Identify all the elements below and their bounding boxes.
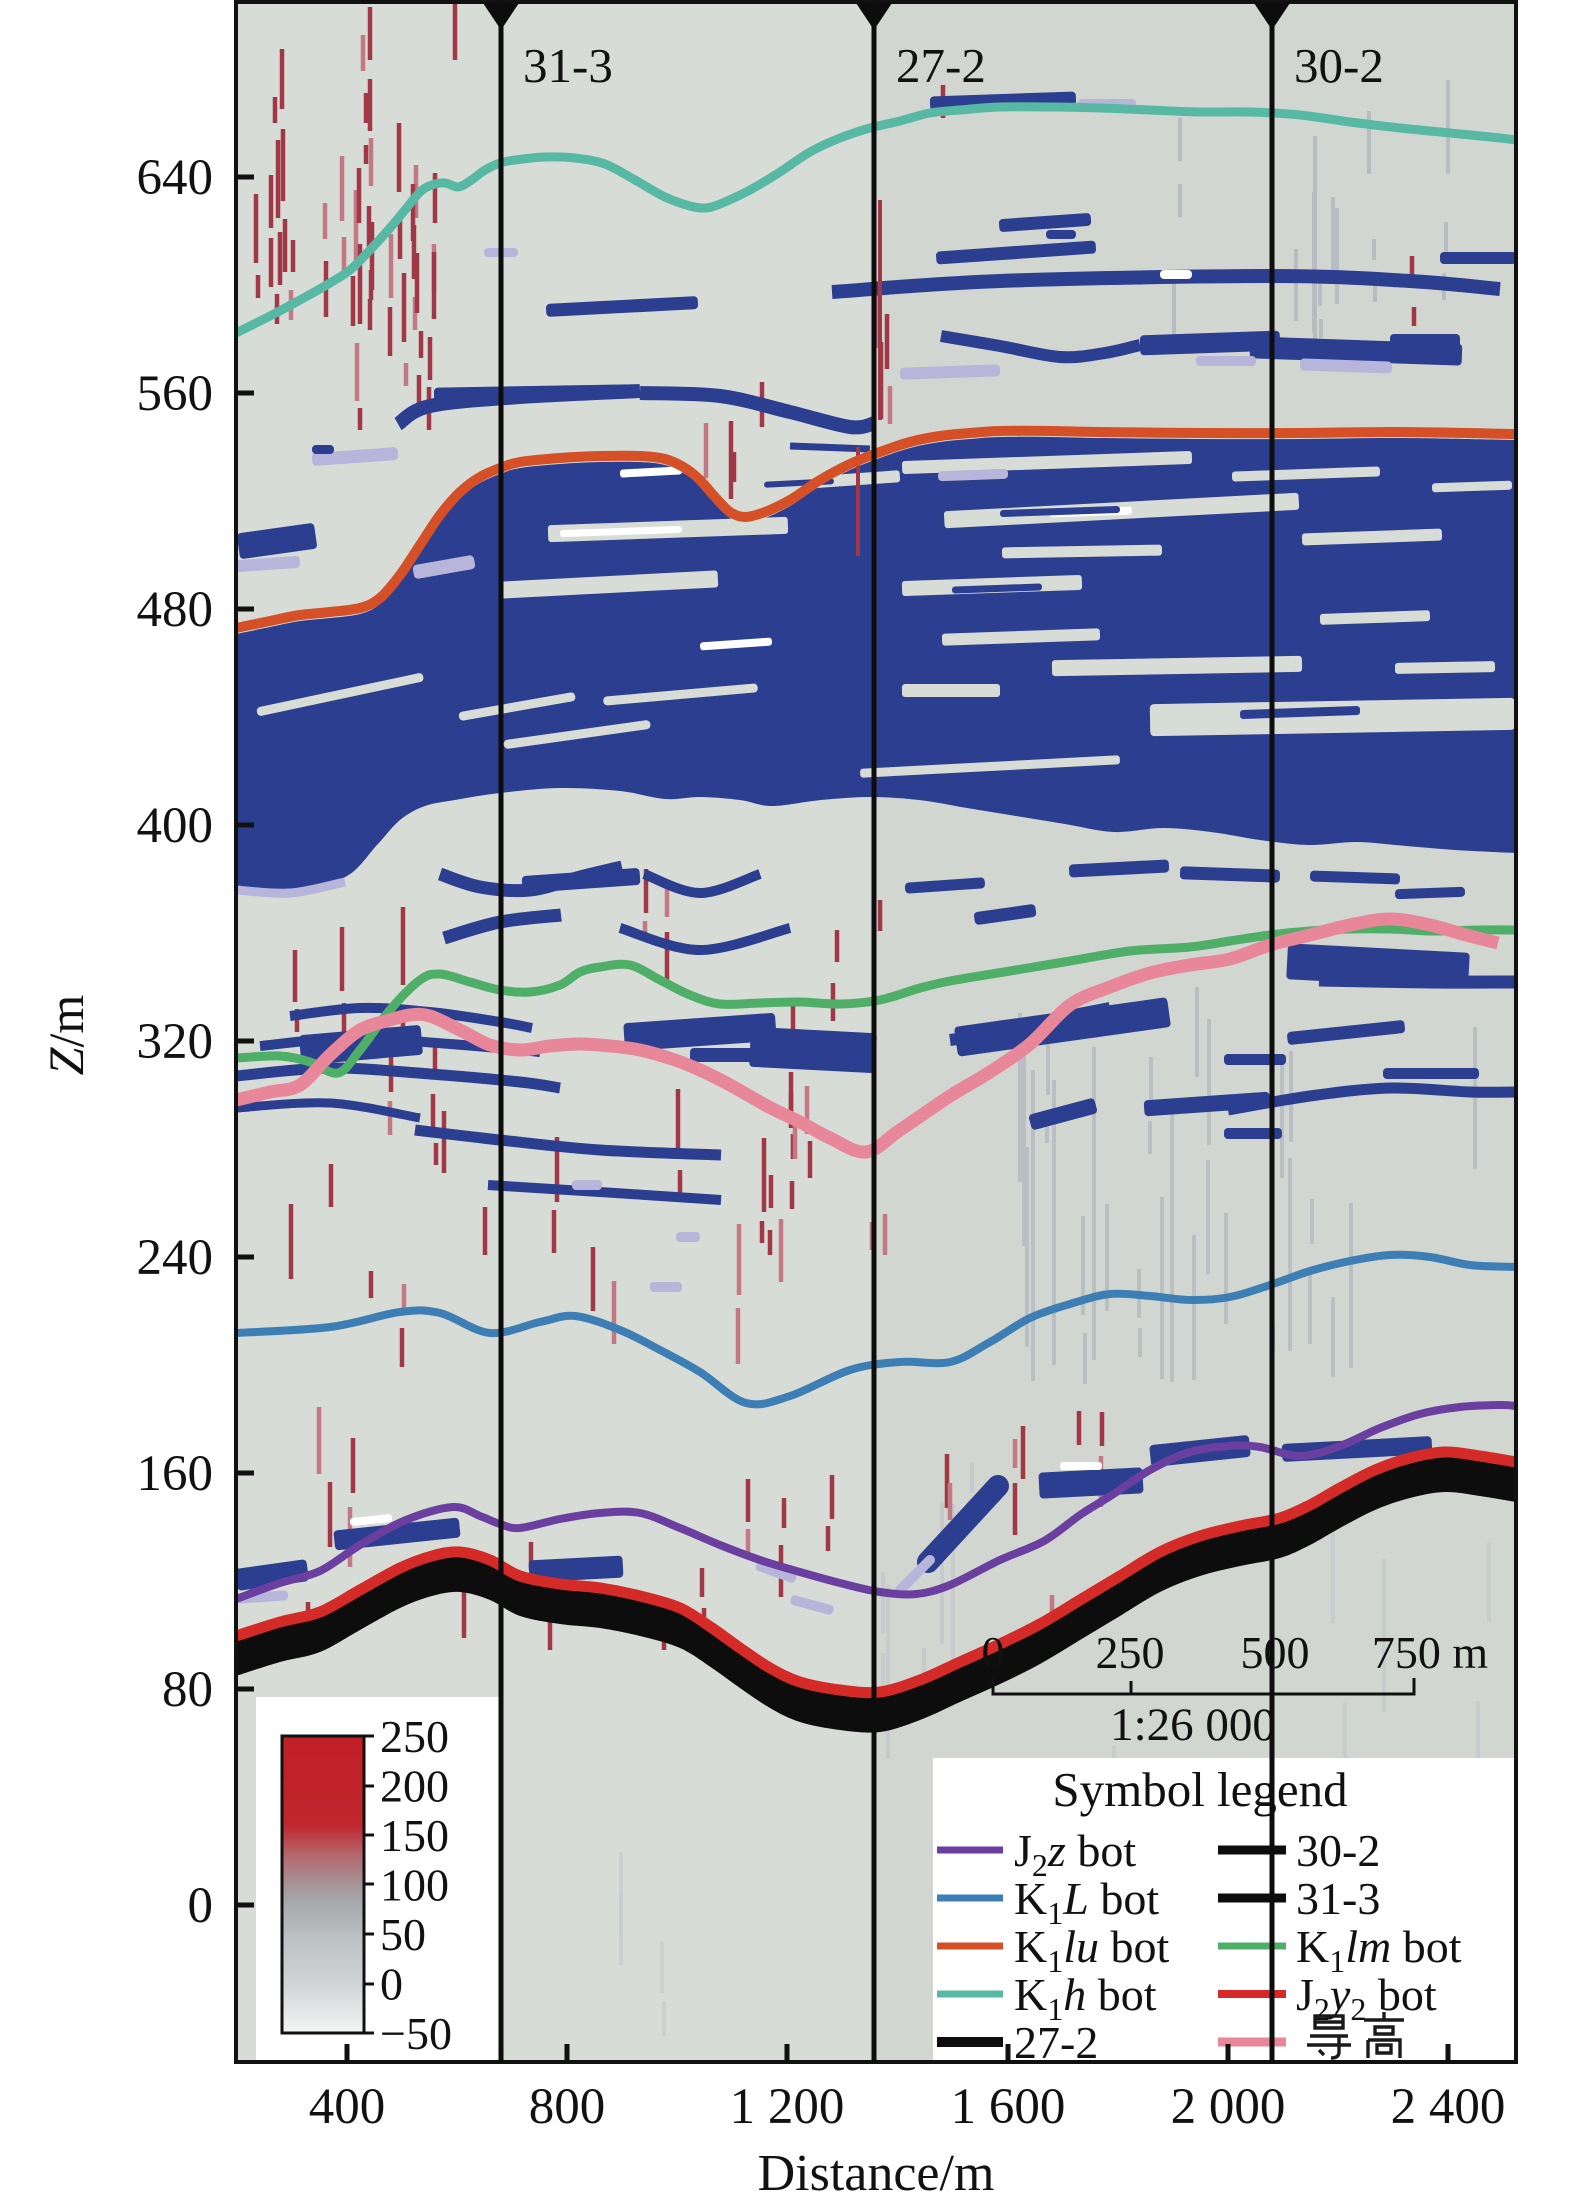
svg-text:1:26 000: 1:26 000 (1110, 1699, 1276, 1751)
svg-text:250: 250 (380, 1711, 449, 1762)
svg-text:−50: −50 (380, 2008, 452, 2059)
svg-text:200: 200 (380, 1761, 449, 1812)
svg-text:50: 50 (380, 1909, 426, 1960)
svg-text:0: 0 (188, 1878, 214, 1934)
svg-text:80: 80 (162, 1662, 213, 1718)
svg-text:27-2: 27-2 (896, 38, 986, 93)
svg-text:31-3: 31-3 (523, 38, 613, 93)
svg-text:320: 320 (137, 1014, 214, 1070)
svg-text:Z/m: Z/m (38, 995, 94, 1076)
svg-text:31-3: 31-3 (1296, 1873, 1380, 1924)
svg-text:30-2: 30-2 (1296, 1825, 1380, 1876)
svg-text:2 400: 2 400 (1391, 2079, 1506, 2135)
svg-text:2 000: 2 000 (1171, 2079, 1286, 2135)
svg-text:K1lm bot: K1lm bot (1296, 1921, 1462, 1979)
svg-text:640: 640 (137, 150, 214, 206)
svg-text:160: 160 (137, 1446, 214, 1502)
svg-text:0: 0 (982, 1627, 1005, 1678)
svg-text:K1h bot: K1h bot (1014, 1969, 1157, 2027)
svg-text:1 600: 1 600 (951, 2079, 1066, 2135)
svg-text:150: 150 (380, 1810, 449, 1861)
svg-text:0: 0 (380, 1959, 403, 2010)
svg-text:Symbol legend: Symbol legend (1052, 1762, 1347, 1817)
svg-text:750 m: 750 m (1372, 1627, 1489, 1678)
svg-text:K1L bot: K1L bot (1014, 1873, 1159, 1931)
svg-text:30-2: 30-2 (1294, 38, 1384, 93)
svg-text:100: 100 (380, 1860, 449, 1911)
svg-text:250: 250 (1096, 1627, 1165, 1678)
svg-text:1 200: 1 200 (730, 2079, 845, 2135)
svg-text:400: 400 (137, 798, 214, 854)
svg-text:Distance/m: Distance/m (758, 2145, 995, 2202)
svg-text:240: 240 (137, 1230, 214, 1286)
svg-text:480: 480 (137, 582, 214, 638)
svg-text:560: 560 (137, 366, 214, 422)
svg-text:K1lu bot: K1lu bot (1014, 1921, 1170, 1979)
svg-text:27-2: 27-2 (1014, 2017, 1098, 2068)
svg-text:800: 800 (529, 2079, 606, 2135)
svg-text:400: 400 (309, 2079, 386, 2135)
svg-text:500: 500 (1241, 1627, 1310, 1678)
